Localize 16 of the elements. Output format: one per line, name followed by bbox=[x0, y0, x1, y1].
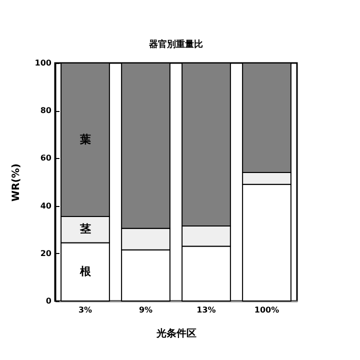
x-tick-label: 9% bbox=[138, 306, 153, 314]
y-tick-label: 80 bbox=[40, 106, 52, 116]
x-axis-title: 光条件区 bbox=[156, 328, 196, 340]
chart-title: 器官別重量比 bbox=[148, 39, 203, 50]
y-tick-label: 0 bbox=[46, 296, 52, 306]
x-tick-label: 3% bbox=[78, 306, 92, 314]
y-tick-label: 20 bbox=[40, 248, 52, 258]
y-axis-title: WR(%) bbox=[10, 164, 22, 202]
y-tick-label: 100 bbox=[34, 58, 52, 68]
y-tick-label: 60 bbox=[40, 154, 52, 163]
series-label: 根 bbox=[78, 264, 92, 278]
y-tick-label: 40 bbox=[40, 201, 52, 210]
x-tick-label: 100% bbox=[254, 306, 280, 314]
series-label: 葉 bbox=[78, 132, 91, 146]
x-tick-label: 13% bbox=[196, 306, 216, 314]
series-label: 茎 bbox=[78, 222, 91, 236]
